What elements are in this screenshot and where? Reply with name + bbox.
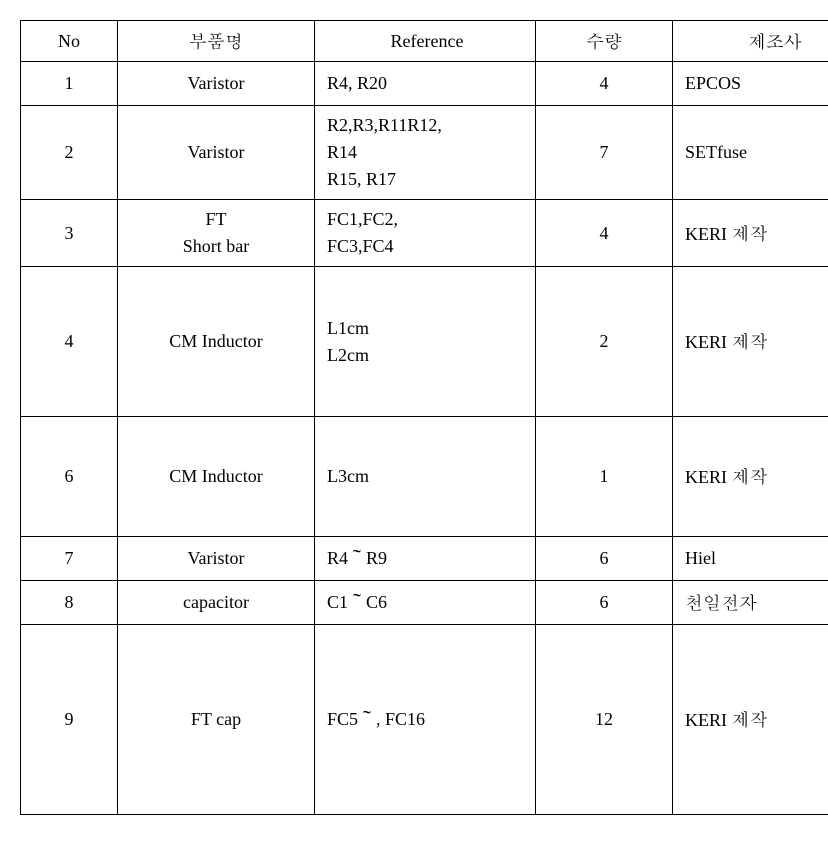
cell-qty: 6 [536, 581, 673, 625]
parts-table: No 부품명 Reference 수량 제조사 1VaristorR4, R20… [20, 20, 828, 815]
cell-no: 4 [21, 267, 118, 417]
table-row: 8capacitorC1～C66천일전자 [21, 581, 828, 625]
cell-reference: R4～R9 [315, 537, 536, 581]
cell-reference: C1～C6 [315, 581, 536, 625]
header-qty: 수량 [536, 21, 673, 62]
header-part: 부품명 [118, 21, 315, 62]
cell-no: 2 [21, 106, 118, 200]
cell-mfr: KERI 제작 [673, 200, 828, 267]
cell-no: 9 [21, 625, 118, 815]
table-row: 6CM InductorL3cm1KERI 제작 [21, 417, 828, 537]
cell-no: 8 [21, 581, 118, 625]
cell-qty: 12 [536, 625, 673, 815]
cell-part: FTShort bar [118, 200, 315, 267]
cell-mfr: KERI 제작 [673, 267, 828, 417]
cell-mfr: 천일전자 [673, 581, 828, 625]
cell-mfr: SETfuse [673, 106, 828, 200]
table-body: 1VaristorR4, R204EPCOS2VaristorR2,R3,R11… [21, 62, 828, 815]
table-row: 7VaristorR4～R96Hiel [21, 537, 828, 581]
cell-mfr: EPCOS [673, 62, 828, 106]
cell-no: 6 [21, 417, 118, 537]
cell-reference: L3cm [315, 417, 536, 537]
cell-qty: 4 [536, 62, 673, 106]
table-header-row: No 부품명 Reference 수량 제조사 [21, 21, 828, 62]
cell-qty: 1 [536, 417, 673, 537]
cell-no: 3 [21, 200, 118, 267]
cell-no: 1 [21, 62, 118, 106]
cell-part: capacitor [118, 581, 315, 625]
cell-reference: L1cmL2cm [315, 267, 536, 417]
header-mfr: 제조사 [673, 21, 828, 62]
cell-reference: R2,R3,R11R12,R14R15, R17 [315, 106, 536, 200]
cell-part: Varistor [118, 62, 315, 106]
cell-no: 7 [21, 537, 118, 581]
cell-mfr: Hiel [673, 537, 828, 581]
table-row: 9FT capFC5～, FC1612KERI 제작 [21, 625, 828, 815]
cell-part: CM Inductor [118, 267, 315, 417]
cell-qty: 2 [536, 267, 673, 417]
cell-reference: FC1,FC2,FC3,FC4 [315, 200, 536, 267]
table-row: 1VaristorR4, R204EPCOS [21, 62, 828, 106]
cell-part: FT cap [118, 625, 315, 815]
cell-qty: 7 [536, 106, 673, 200]
header-reference: Reference [315, 21, 536, 62]
cell-part: CM Inductor [118, 417, 315, 537]
header-no: No [21, 21, 118, 62]
cell-reference: R4, R20 [315, 62, 536, 106]
cell-reference: FC5～, FC16 [315, 625, 536, 815]
cell-part: Varistor [118, 537, 315, 581]
table-row: 4CM InductorL1cmL2cm2KERI 제작 [21, 267, 828, 417]
cell-mfr: KERI 제작 [673, 625, 828, 815]
cell-mfr: KERI 제작 [673, 417, 828, 537]
table-row: 3FTShort barFC1,FC2,FC3,FC44KERI 제작 [21, 200, 828, 267]
cell-qty: 4 [536, 200, 673, 267]
table-row: 2VaristorR2,R3,R11R12,R14R15, R177SETfus… [21, 106, 828, 200]
cell-part: Varistor [118, 106, 315, 200]
cell-qty: 6 [536, 537, 673, 581]
